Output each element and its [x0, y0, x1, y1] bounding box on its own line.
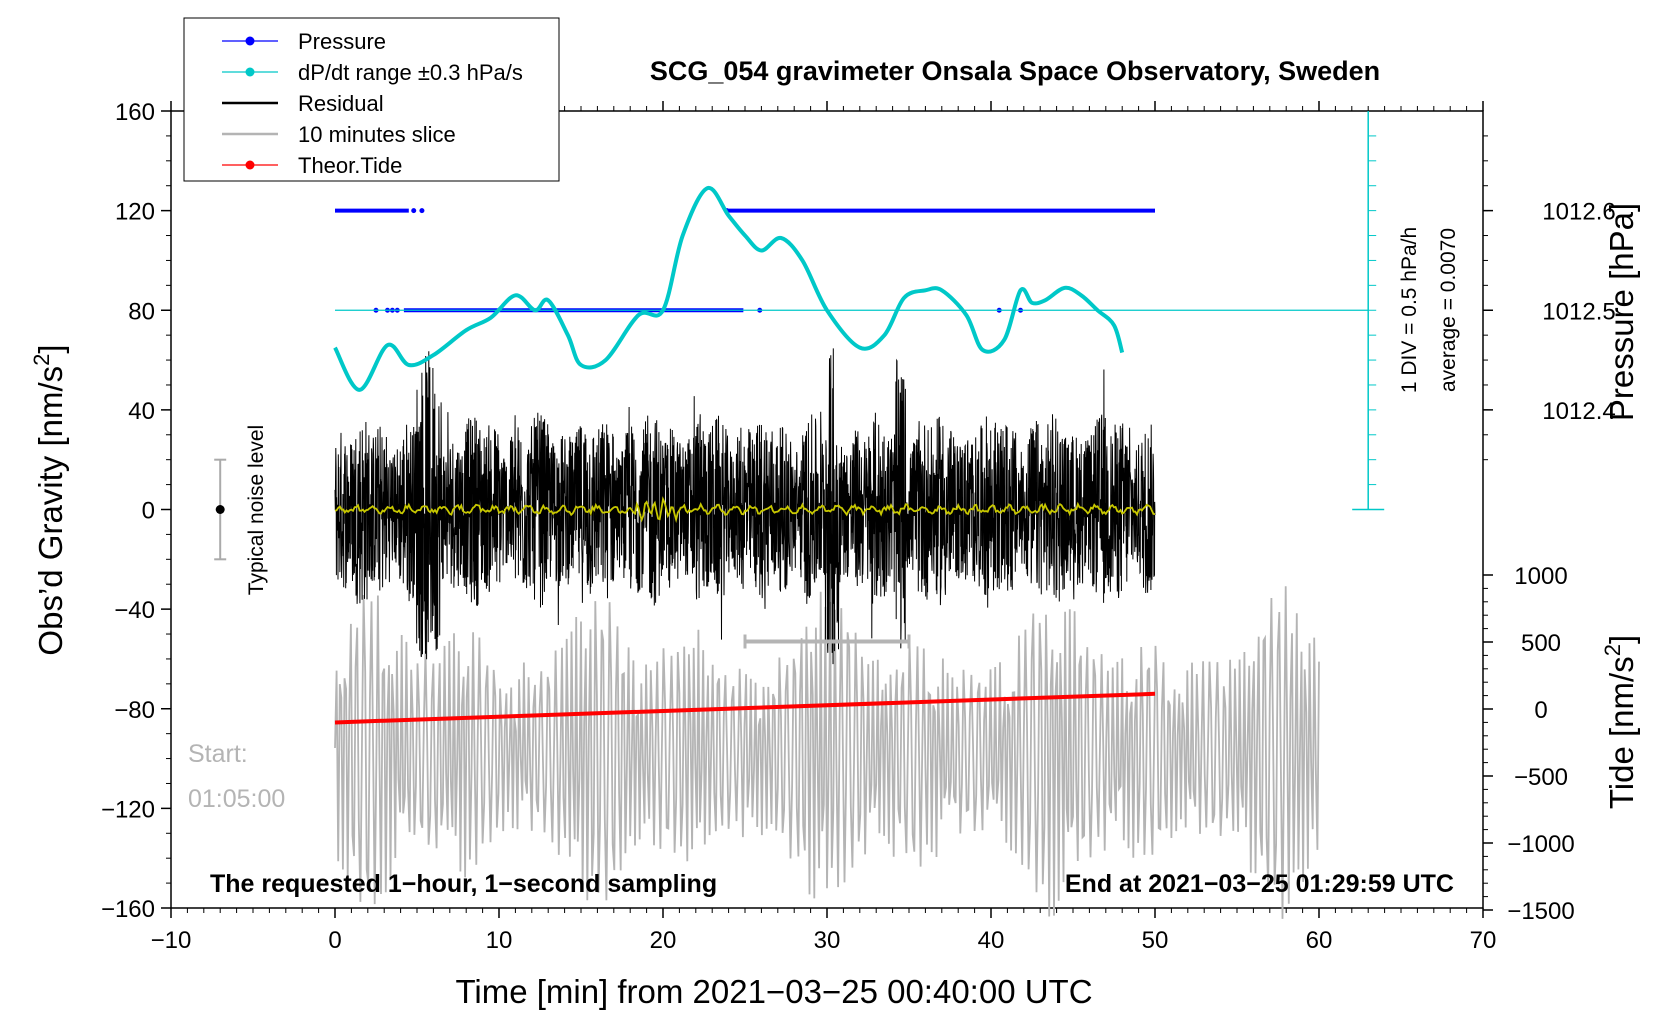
legend-marker — [245, 67, 255, 77]
y-tick-label-pressure: 1012.5 — [1542, 298, 1615, 325]
y-axis-label-tide: Tide [nm/s2] — [1600, 635, 1640, 809]
tide-line — [334, 691, 1156, 725]
legend-label: Theor.Tide — [298, 153, 402, 178]
y-tick-label-tide: 500 — [1521, 630, 1561, 657]
x-tick-label: 70 — [1470, 927, 1497, 954]
y-axis-label-left: Obs’d Gravity [nm/s2] — [29, 344, 69, 655]
x-tick-label: 20 — [650, 927, 677, 954]
residual-line — [334, 348, 1156, 665]
y-axis-label-left-main: Obs’d Gravity [nm/s — [32, 366, 69, 656]
x-tick-label: −10 — [151, 927, 192, 954]
y-tick-label-left: −120 — [101, 796, 155, 823]
annotation-noise-level: Typical noise level — [245, 425, 268, 595]
noise-bar-center-dot — [215, 505, 225, 514]
y-tick-label-left: −80 — [114, 697, 155, 724]
annotation-start-label: Start: — [188, 740, 248, 768]
y-tick-label-left: 40 — [128, 398, 155, 425]
annotation-end-time: End at 2021−03−25 01:29:59 UTC — [1065, 870, 1454, 898]
annotation-requested-sampling: The requested 1−hour, 1−second sampling — [210, 870, 717, 898]
x-tick-label: 60 — [1306, 927, 1333, 954]
dpdt-series-layer — [333, 186, 1369, 392]
y-tick-label-pressure: 1012.4 — [1542, 398, 1615, 425]
y-tick-label-left: −160 — [101, 896, 155, 923]
legend-label: 10 minutes slice — [298, 122, 456, 147]
y-tick-label-left: −40 — [114, 597, 155, 624]
x-tick-label: 0 — [328, 927, 341, 954]
x-axis-label: Time [min] from 2021−03−25 00:40:00 UTC — [455, 973, 1092, 1010]
annotation-layer — [214, 111, 1385, 649]
chart-title: SCG_054 gravimeter Onsala Space Observat… — [650, 56, 1380, 86]
slice-series-layer — [334, 586, 1320, 919]
x-tick-label: 10 — [486, 927, 513, 954]
legend-label: Pressure — [298, 29, 386, 54]
legend: Pressure dP/dt range ±0.3 hPa/s Residual 10… — [183, 17, 560, 182]
lowpass-line — [334, 496, 1156, 524]
x-tick-label: 50 — [1142, 927, 1169, 954]
legend-box — [183, 17, 560, 182]
x-tick-label: 30 — [814, 927, 841, 954]
y-axis-label-tide-sup: 2 — [1600, 644, 1625, 656]
legend-label: dP/dt range ±0.3 hPa/s — [298, 60, 523, 85]
x-tick-label: 40 — [978, 927, 1005, 954]
y-tick-label-tide: 1000 — [1514, 563, 1567, 590]
lowpass-series-layer — [334, 496, 1156, 524]
pressure-series-layer — [335, 208, 1155, 313]
residual-series-layer — [334, 348, 1156, 665]
annotation-start-time: 01:05:00 — [188, 785, 285, 813]
slice-line — [334, 586, 1320, 919]
y-tick-label-left: 120 — [115, 199, 155, 226]
y-axis-label-left-close: ] — [32, 344, 69, 353]
y-tick-label-left: 160 — [115, 99, 155, 126]
y-axis-label-pressure: Pressure [hPa] — [1603, 203, 1640, 421]
dpdt-line — [333, 186, 1125, 392]
y-tick-label-left: 80 — [128, 298, 155, 325]
legend-marker — [245, 160, 255, 170]
y-tick-label-tide: −1000 — [1507, 831, 1574, 858]
y-tick-label-pressure: 1012.6 — [1542, 199, 1615, 226]
legend-label: Residual — [298, 91, 384, 116]
y-tick-label-tide: 0 — [1534, 697, 1547, 724]
tide-series-layer — [334, 691, 1156, 725]
y-tick-label-tide: −500 — [1514, 764, 1568, 791]
legend-marker — [245, 36, 255, 46]
pressure-point — [411, 208, 417, 214]
y-axis-label-tide-main: Tide [nm/s — [1603, 656, 1640, 809]
y-tick-label-tide: −1500 — [1507, 898, 1574, 925]
y-axis-label-tide-close: ] — [1603, 635, 1640, 644]
annotation-scale-div: 1 DIV = 0.5 hPa/h — [1398, 227, 1421, 393]
pressure-point — [419, 208, 425, 214]
ticks-layer: −10 0 10 20 30 40 50 60 70 160 120 80 40 0 −40 −80 −120 −… — [101, 99, 1616, 954]
y-axis-label-left-sup: 2 — [29, 354, 54, 366]
y-tick-label-left: 0 — [142, 498, 155, 525]
annotation-scale-average: average = 0.0070 — [1437, 228, 1460, 392]
